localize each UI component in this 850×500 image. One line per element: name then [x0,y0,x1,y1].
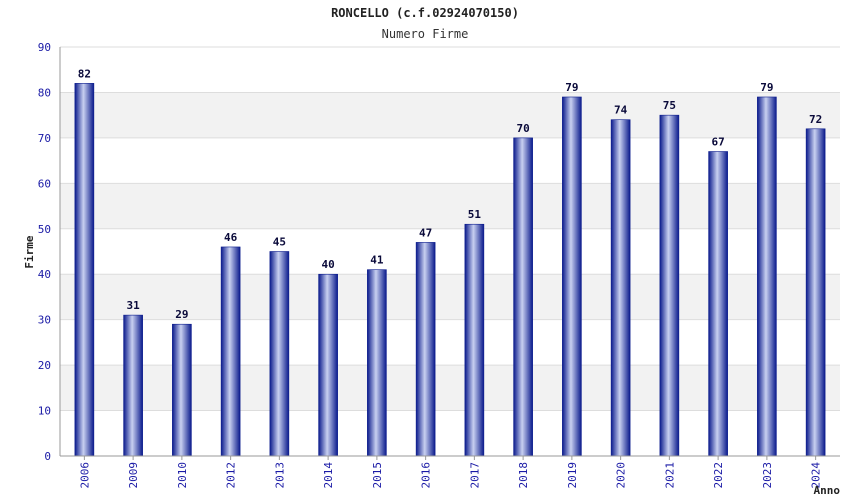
data-label: 46 [224,231,238,244]
chart-subtitle: Numero Firme [382,27,469,41]
bar [318,273,338,457]
y-tick-label: 60 [38,177,51,190]
y-tick-label: 90 [38,41,51,54]
data-label: 47 [419,226,432,239]
x-tick-label: 2022 [712,462,725,489]
data-label: 41 [370,254,384,267]
bar [757,96,777,457]
bar [415,242,436,457]
bar [464,223,485,457]
y-tick-label: 70 [38,132,51,145]
bar [172,323,192,457]
x-tick-label: 2012 [225,462,238,489]
x-tick-label: 2006 [78,462,91,489]
data-label: 51 [468,208,482,221]
x-tick-label: 2013 [273,462,286,489]
bar [659,114,680,457]
bar [123,314,143,457]
y-axis-ticks: 0 10 20 30 40 50 60 70 80 90 [38,41,51,463]
x-tick-label: 2021 [663,462,676,489]
y-axis-label: Firme [23,235,36,268]
y-tick-label: 80 [38,86,51,99]
bar [220,246,241,457]
data-label: 82 [78,67,91,80]
x-tick-label: 2018 [517,462,530,489]
data-label: 45 [273,236,286,249]
x-tick-label: 2016 [420,462,433,489]
data-label: 79 [760,81,773,94]
y-tick-label: 40 [38,268,51,281]
data-label: 72 [809,113,822,126]
y-tick-label: 10 [38,405,51,418]
data-label: 75 [663,99,676,112]
data-label: 67 [712,136,725,149]
chart-title: RONCELLO (c.f.02924070150) [331,6,519,20]
x-tick-label: 2010 [176,462,189,489]
bars [74,83,826,457]
grid-band [60,92,840,138]
data-label: 40 [322,258,335,271]
bar [74,83,95,457]
y-tick-label: 20 [38,359,51,372]
bar [513,137,533,457]
data-label: 79 [565,81,578,94]
data-label: 29 [175,308,188,321]
y-tick-label: 0 [44,450,51,463]
x-axis-label: Anno [814,484,841,497]
x-axis-ticks: 2006 2009 2010 2012 2013 2014 2015 2016 2017 2018… [78,456,823,489]
x-tick-label: 2019 [566,462,579,489]
bar [708,151,728,457]
bar [367,269,387,457]
x-tick-label: 2023 [761,462,774,489]
bar [562,96,582,457]
y-tick-label: 50 [38,223,51,236]
bar [805,128,826,457]
y-tick-label: 30 [38,314,51,327]
x-tick-label: 2009 [127,462,140,489]
x-tick-label: 2024 [810,462,823,489]
x-tick-label: 2015 [371,462,384,489]
x-tick-label: 2014 [322,462,335,489]
data-labels: 82 31 29 46 45 40 41 47 51 70 79 74 75 67 79 72 [78,67,823,321]
data-label: 74 [614,104,628,117]
bar [269,251,290,457]
x-tick-label: 2020 [615,462,628,489]
data-label: 70 [517,122,530,135]
data-label: 31 [127,299,141,312]
x-tick-label: 2017 [468,462,481,489]
bar [610,119,631,457]
